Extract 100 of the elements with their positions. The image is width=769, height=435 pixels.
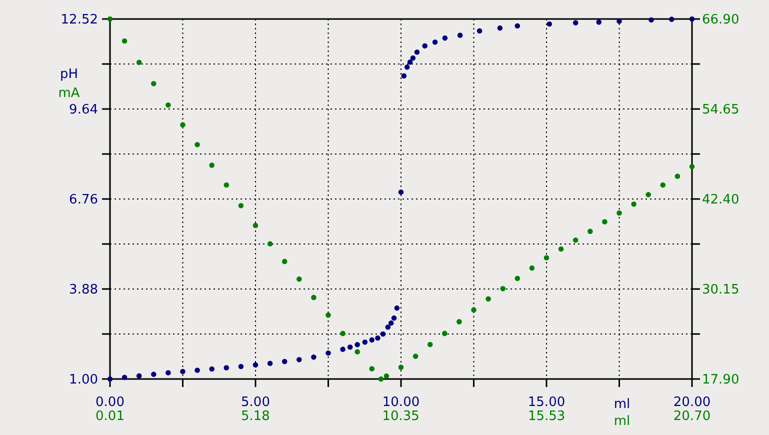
point xyxy=(340,330,346,336)
point xyxy=(497,25,503,31)
point xyxy=(660,182,666,188)
point xyxy=(432,39,438,45)
point xyxy=(151,372,156,377)
y-tick-label: 12.52 xyxy=(60,12,98,28)
point xyxy=(388,320,394,326)
point xyxy=(442,35,448,41)
point xyxy=(282,258,288,264)
point xyxy=(107,16,113,22)
point xyxy=(375,335,380,341)
point xyxy=(442,330,448,336)
point xyxy=(668,16,674,22)
point xyxy=(347,344,353,350)
point xyxy=(674,174,680,179)
point xyxy=(689,16,695,22)
point xyxy=(267,241,273,246)
point xyxy=(401,73,407,79)
point xyxy=(340,346,346,352)
point xyxy=(238,202,244,208)
x2-tick-label: 20.70 xyxy=(673,409,711,424)
y-tick-label: 6.76 xyxy=(69,192,98,208)
point xyxy=(166,370,171,376)
x-tick-label: 5.00 xyxy=(241,395,270,410)
point xyxy=(209,162,214,168)
point xyxy=(282,358,288,364)
point xyxy=(457,32,463,38)
y2-tick-label: 30.15 xyxy=(702,282,740,298)
y2-tick-label: 66.90 xyxy=(702,12,740,28)
point xyxy=(422,43,428,49)
point xyxy=(380,331,386,337)
point xyxy=(414,49,420,55)
point xyxy=(354,349,360,354)
y-tick-label: 9.64 xyxy=(69,102,98,118)
x-tick-label: 0.00 xyxy=(96,395,124,410)
point xyxy=(476,28,482,34)
point xyxy=(394,305,400,311)
point xyxy=(529,265,535,271)
y2-tick-label: 54.65 xyxy=(702,102,740,118)
point xyxy=(391,315,397,321)
point xyxy=(646,192,651,198)
x-tick-label: 15.00 xyxy=(528,395,566,410)
point xyxy=(616,18,622,24)
text: pH xyxy=(60,67,78,82)
point xyxy=(572,238,578,243)
point xyxy=(326,312,331,318)
point xyxy=(296,276,302,282)
x2-tick-label: 5.18 xyxy=(240,409,270,424)
point xyxy=(398,189,404,195)
point xyxy=(471,307,476,313)
point xyxy=(180,122,186,128)
text: mA xyxy=(58,86,80,101)
point xyxy=(558,246,564,252)
point xyxy=(602,219,608,224)
point xyxy=(354,342,360,348)
y-tick-label: 1.00 xyxy=(69,372,98,388)
point xyxy=(500,286,506,292)
point xyxy=(107,376,113,382)
point xyxy=(311,354,316,360)
point xyxy=(631,202,636,207)
point xyxy=(362,339,368,345)
point xyxy=(648,17,654,23)
x-tick-label: 10.00 xyxy=(382,395,420,410)
point xyxy=(224,365,230,370)
point xyxy=(136,60,142,65)
x2-tick-label: 0.01 xyxy=(96,409,124,424)
point xyxy=(296,356,302,362)
y-tick-label: 3.88 xyxy=(69,282,98,298)
point xyxy=(311,294,316,300)
point xyxy=(456,319,462,324)
point xyxy=(486,296,491,302)
point xyxy=(194,368,200,373)
point xyxy=(224,182,230,188)
point xyxy=(398,364,404,370)
point xyxy=(209,366,214,372)
point xyxy=(427,342,433,348)
point xyxy=(252,362,258,368)
point xyxy=(588,228,593,234)
point xyxy=(238,364,244,370)
point xyxy=(180,368,186,374)
x-tick-label: 20.00 xyxy=(673,395,711,410)
point xyxy=(596,19,602,25)
point xyxy=(267,360,273,366)
point xyxy=(151,81,156,86)
point xyxy=(407,59,413,65)
point xyxy=(136,373,142,379)
x2-tick-label: 10.35 xyxy=(382,409,420,424)
point xyxy=(252,222,258,228)
y2-tick-label: 17.90 xyxy=(702,372,740,388)
point xyxy=(404,64,410,70)
point xyxy=(410,55,416,61)
x2-axis-title: ml xyxy=(614,414,630,429)
point xyxy=(384,373,390,379)
point xyxy=(369,337,375,343)
point xyxy=(546,21,552,27)
point xyxy=(194,142,200,148)
point xyxy=(572,20,578,26)
point xyxy=(385,324,391,330)
point xyxy=(412,354,418,359)
point xyxy=(544,255,550,260)
